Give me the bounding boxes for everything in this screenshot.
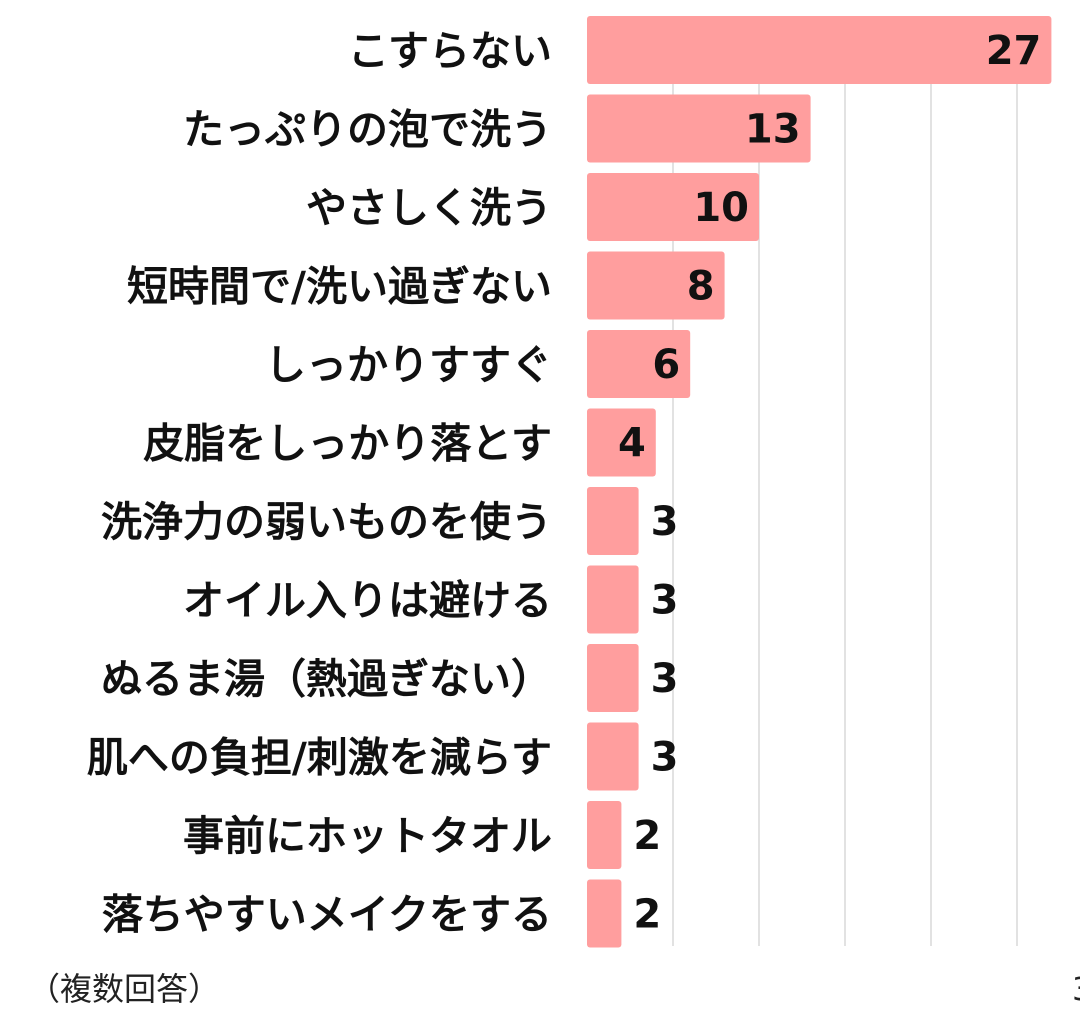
category-label: 事前にホットタオル — [183, 812, 552, 860]
category-label: 洗浄力の弱いものを使う — [101, 498, 552, 546]
bar — [587, 408, 656, 477]
value-label: 6 — [652, 342, 680, 388]
value-label: 2 — [633, 892, 661, 938]
bar — [587, 644, 639, 712]
value-label: 13 — [745, 107, 801, 153]
value-label: 27 — [986, 28, 1042, 74]
grid-lines — [672, 16, 1018, 946]
bar — [587, 173, 759, 241]
value-label: 10 — [693, 185, 749, 231]
category-label: こすらない — [348, 27, 552, 75]
category-label: ぬるま湯（熱過ぎない） — [101, 655, 552, 703]
value-label: 3 — [651, 499, 679, 545]
category-label: 肌への負担/刺激を減らす — [87, 734, 552, 782]
bar — [587, 879, 622, 948]
category-label: 落ちやすいメイクをする — [102, 891, 552, 939]
bar — [587, 722, 639, 791]
footnote: （複数回答） — [28, 970, 220, 1008]
bar — [587, 251, 725, 320]
category-label: 短時間で/洗い過ぎない — [127, 263, 552, 311]
value-label: 4 — [618, 421, 646, 467]
category-label: しっかりすすぐ — [265, 341, 552, 389]
bar — [587, 16, 1052, 84]
category-label: やさしく洗う — [306, 184, 552, 232]
value-label: 3 — [651, 735, 679, 781]
value-label: 3 — [651, 656, 679, 702]
bars — [587, 16, 1052, 948]
category-label: たっぷりの泡で洗う — [183, 106, 552, 154]
bar — [587, 330, 691, 398]
category-label: 皮脂をしっかり落とす — [143, 420, 552, 468]
bar — [587, 487, 639, 555]
value-label: 3 — [651, 578, 679, 624]
value-label: 2 — [633, 813, 661, 859]
value-label: 8 — [687, 264, 715, 310]
category-labels: こすらないたっぷりの泡で洗うやさしく洗う短時間で/洗い過ぎないしっかりすすぐ皮脂… — [87, 27, 552, 939]
clipped-tick-label: 3 — [1072, 970, 1080, 1008]
bar — [587, 801, 622, 869]
category-label: オイル入りは避ける — [183, 577, 552, 625]
bar — [587, 565, 639, 634]
bar — [587, 94, 811, 163]
